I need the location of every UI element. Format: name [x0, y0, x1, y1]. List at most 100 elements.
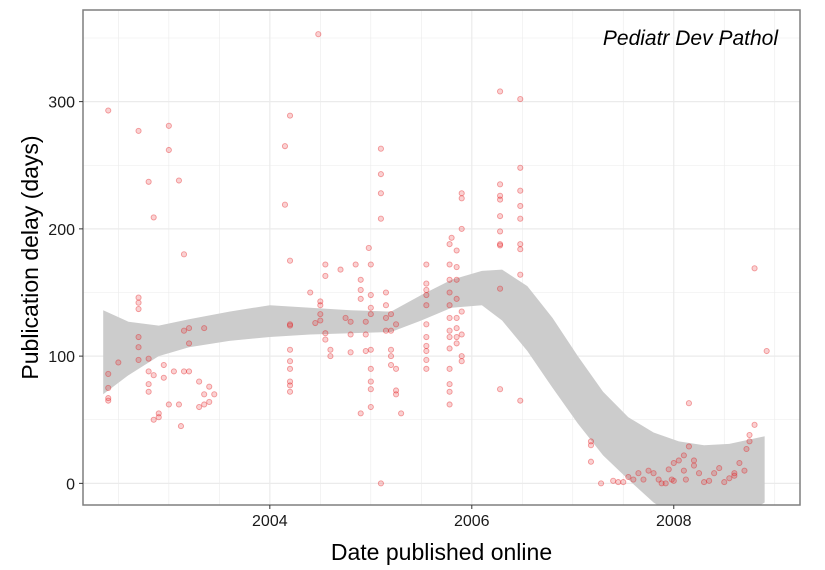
- data-point: [731, 470, 738, 477]
- data-point: [645, 467, 652, 474]
- data-point: [685, 400, 692, 407]
- data-point: [135, 344, 142, 351]
- data-point: [587, 442, 595, 449]
- data-point: [393, 387, 400, 394]
- data-point: [682, 476, 689, 483]
- data-point: [170, 368, 177, 375]
- data-point: [362, 347, 369, 355]
- data-point: [497, 88, 504, 95]
- data-point: [423, 280, 430, 287]
- journal-annotation: Pediatr Dev Pathol: [603, 27, 779, 50]
- data-point: [670, 477, 677, 484]
- data-point: [347, 331, 354, 338]
- data-point: [185, 368, 193, 375]
- data-point: [367, 261, 374, 268]
- data-point: [731, 472, 738, 479]
- data-point: [458, 358, 465, 365]
- data-point: [635, 470, 642, 477]
- data-point: [497, 386, 504, 393]
- data-point: [281, 201, 289, 208]
- data-point: [165, 401, 172, 408]
- data-point: [347, 349, 354, 356]
- data-point: [690, 462, 698, 469]
- data-point: [150, 416, 157, 423]
- data-point: [423, 302, 430, 309]
- data-point: [377, 215, 384, 222]
- data-point: [453, 295, 460, 302]
- data-point: [620, 479, 627, 486]
- data-point: [701, 479, 708, 486]
- data-point: [387, 346, 395, 353]
- data-point: [446, 345, 453, 352]
- data-point: [367, 346, 374, 353]
- data-point: [423, 333, 430, 341]
- data-point: [706, 477, 713, 484]
- panel-border: [82, 9, 801, 506]
- y-axis-title: Publication delay (days): [17, 135, 43, 379]
- data-point: [625, 473, 632, 481]
- data-point: [286, 388, 294, 395]
- data-point: [160, 361, 167, 369]
- data-point: [453, 325, 460, 332]
- data-point: [362, 331, 369, 338]
- data-point: [736, 459, 743, 467]
- data-point: [458, 195, 465, 202]
- data-point: [453, 247, 460, 254]
- data-point: [675, 457, 682, 464]
- data-point: [357, 410, 364, 417]
- data-point: [322, 272, 329, 280]
- data-point: [206, 383, 213, 390]
- data-point: [286, 378, 294, 385]
- x-axis-title: Date published online: [331, 539, 552, 565]
- data-point: [751, 421, 758, 428]
- data-point: [180, 251, 188, 258]
- data-point: [286, 112, 294, 119]
- data-point: [286, 365, 294, 372]
- data-point: [448, 234, 455, 241]
- data-point: [517, 202, 524, 210]
- data-point: [453, 333, 460, 341]
- data-point: [517, 241, 524, 248]
- data-point: [446, 333, 453, 341]
- y-tick-label: 100: [48, 349, 75, 366]
- data-point: [517, 187, 524, 194]
- data-point: [185, 340, 193, 347]
- data-point: [453, 314, 460, 321]
- data-point: [206, 398, 213, 405]
- data-point: [180, 327, 188, 334]
- data-point: [362, 318, 369, 325]
- data-point: [196, 403, 203, 411]
- data-point: [135, 305, 142, 313]
- data-point: [322, 261, 329, 268]
- y-tick-label: 0: [66, 476, 75, 493]
- data-point: [446, 241, 453, 248]
- data-point: [398, 410, 405, 417]
- data-point: [150, 214, 157, 221]
- data-point: [458, 308, 465, 315]
- smooth-confidence-band: [103, 269, 765, 505]
- data-point: [655, 476, 662, 483]
- data-point: [721, 479, 728, 486]
- data-point: [517, 164, 524, 171]
- data-point: [685, 443, 692, 450]
- data-point: [630, 476, 637, 483]
- data-point: [175, 401, 182, 408]
- data-point: [446, 327, 453, 334]
- data-point: [746, 438, 753, 445]
- data-point: [726, 475, 733, 482]
- data-point: [517, 246, 524, 253]
- data-point: [423, 291, 430, 299]
- data-point: [105, 107, 112, 114]
- data-point: [458, 225, 465, 232]
- data-point: [446, 314, 453, 321]
- data-point: [307, 289, 314, 296]
- data-point: [105, 370, 112, 377]
- data-point: [155, 410, 162, 417]
- data-point: [446, 261, 453, 268]
- data-point: [446, 276, 453, 283]
- data-point: [453, 263, 460, 271]
- data-point: [711, 470, 718, 477]
- data-point: [690, 457, 698, 464]
- data-point: [196, 378, 203, 385]
- data-point: [337, 266, 344, 273]
